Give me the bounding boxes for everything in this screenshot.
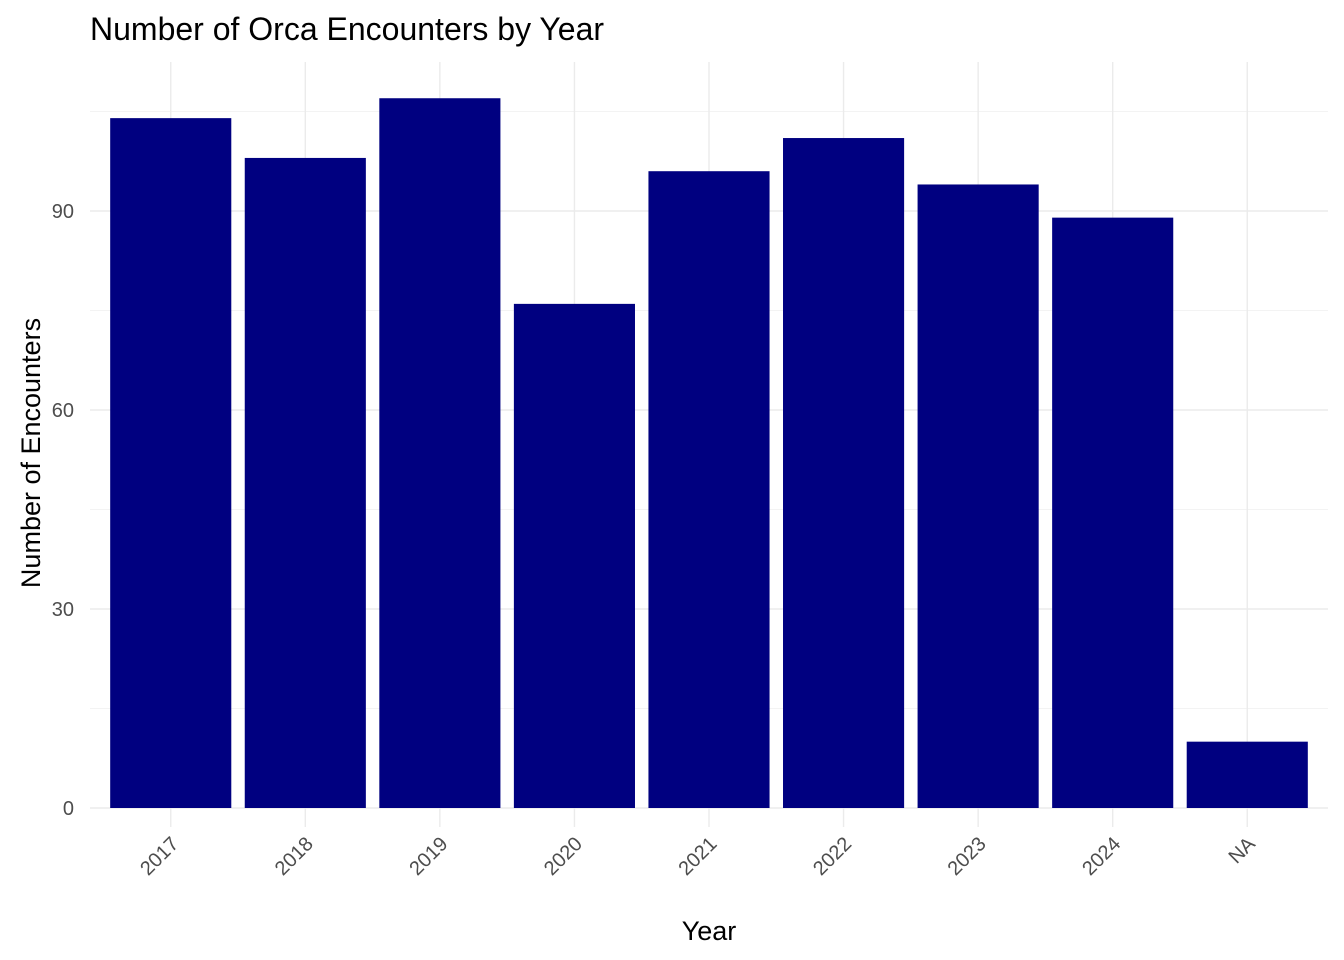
y-axis-title: Number of Encounters	[16, 318, 46, 588]
x-axis-title: Year	[682, 916, 737, 946]
bar-2020	[513, 303, 635, 808]
x-tick-label: 2024	[1078, 833, 1125, 880]
x-tick-label: NA	[1225, 833, 1261, 869]
y-tick-label: 0	[63, 798, 74, 820]
x-tick-label: 2019	[405, 833, 452, 880]
bar-2018	[244, 157, 366, 809]
x-tick-label: 2018	[271, 833, 318, 880]
x-tick-label: 2022	[809, 833, 856, 880]
chart-title: Number of Orca Encounters by Year	[90, 11, 604, 47]
bar-2023	[917, 184, 1039, 809]
y-tick-labels: 0 30 60 90	[52, 201, 74, 820]
bar-2019	[379, 98, 501, 809]
y-tick-label: 60	[52, 400, 74, 422]
x-tick-label: 2020	[540, 833, 587, 880]
x-tick-label: 2023	[944, 833, 991, 880]
x-tick-labels: 2017 2018 2019 2020 2021 2022 2023 2024 NA	[136, 833, 1260, 880]
bar-2024	[1052, 217, 1174, 809]
bar-2017	[110, 118, 232, 809]
bar-2021	[648, 171, 770, 809]
bar-NA	[1186, 741, 1308, 808]
y-tick-label: 90	[52, 201, 74, 223]
bar-2022	[783, 138, 905, 809]
x-tick-label: 2017	[136, 833, 183, 880]
bars-layer	[110, 98, 1308, 809]
y-tick-label: 30	[52, 599, 74, 621]
x-tick-label: 2021	[675, 833, 722, 880]
